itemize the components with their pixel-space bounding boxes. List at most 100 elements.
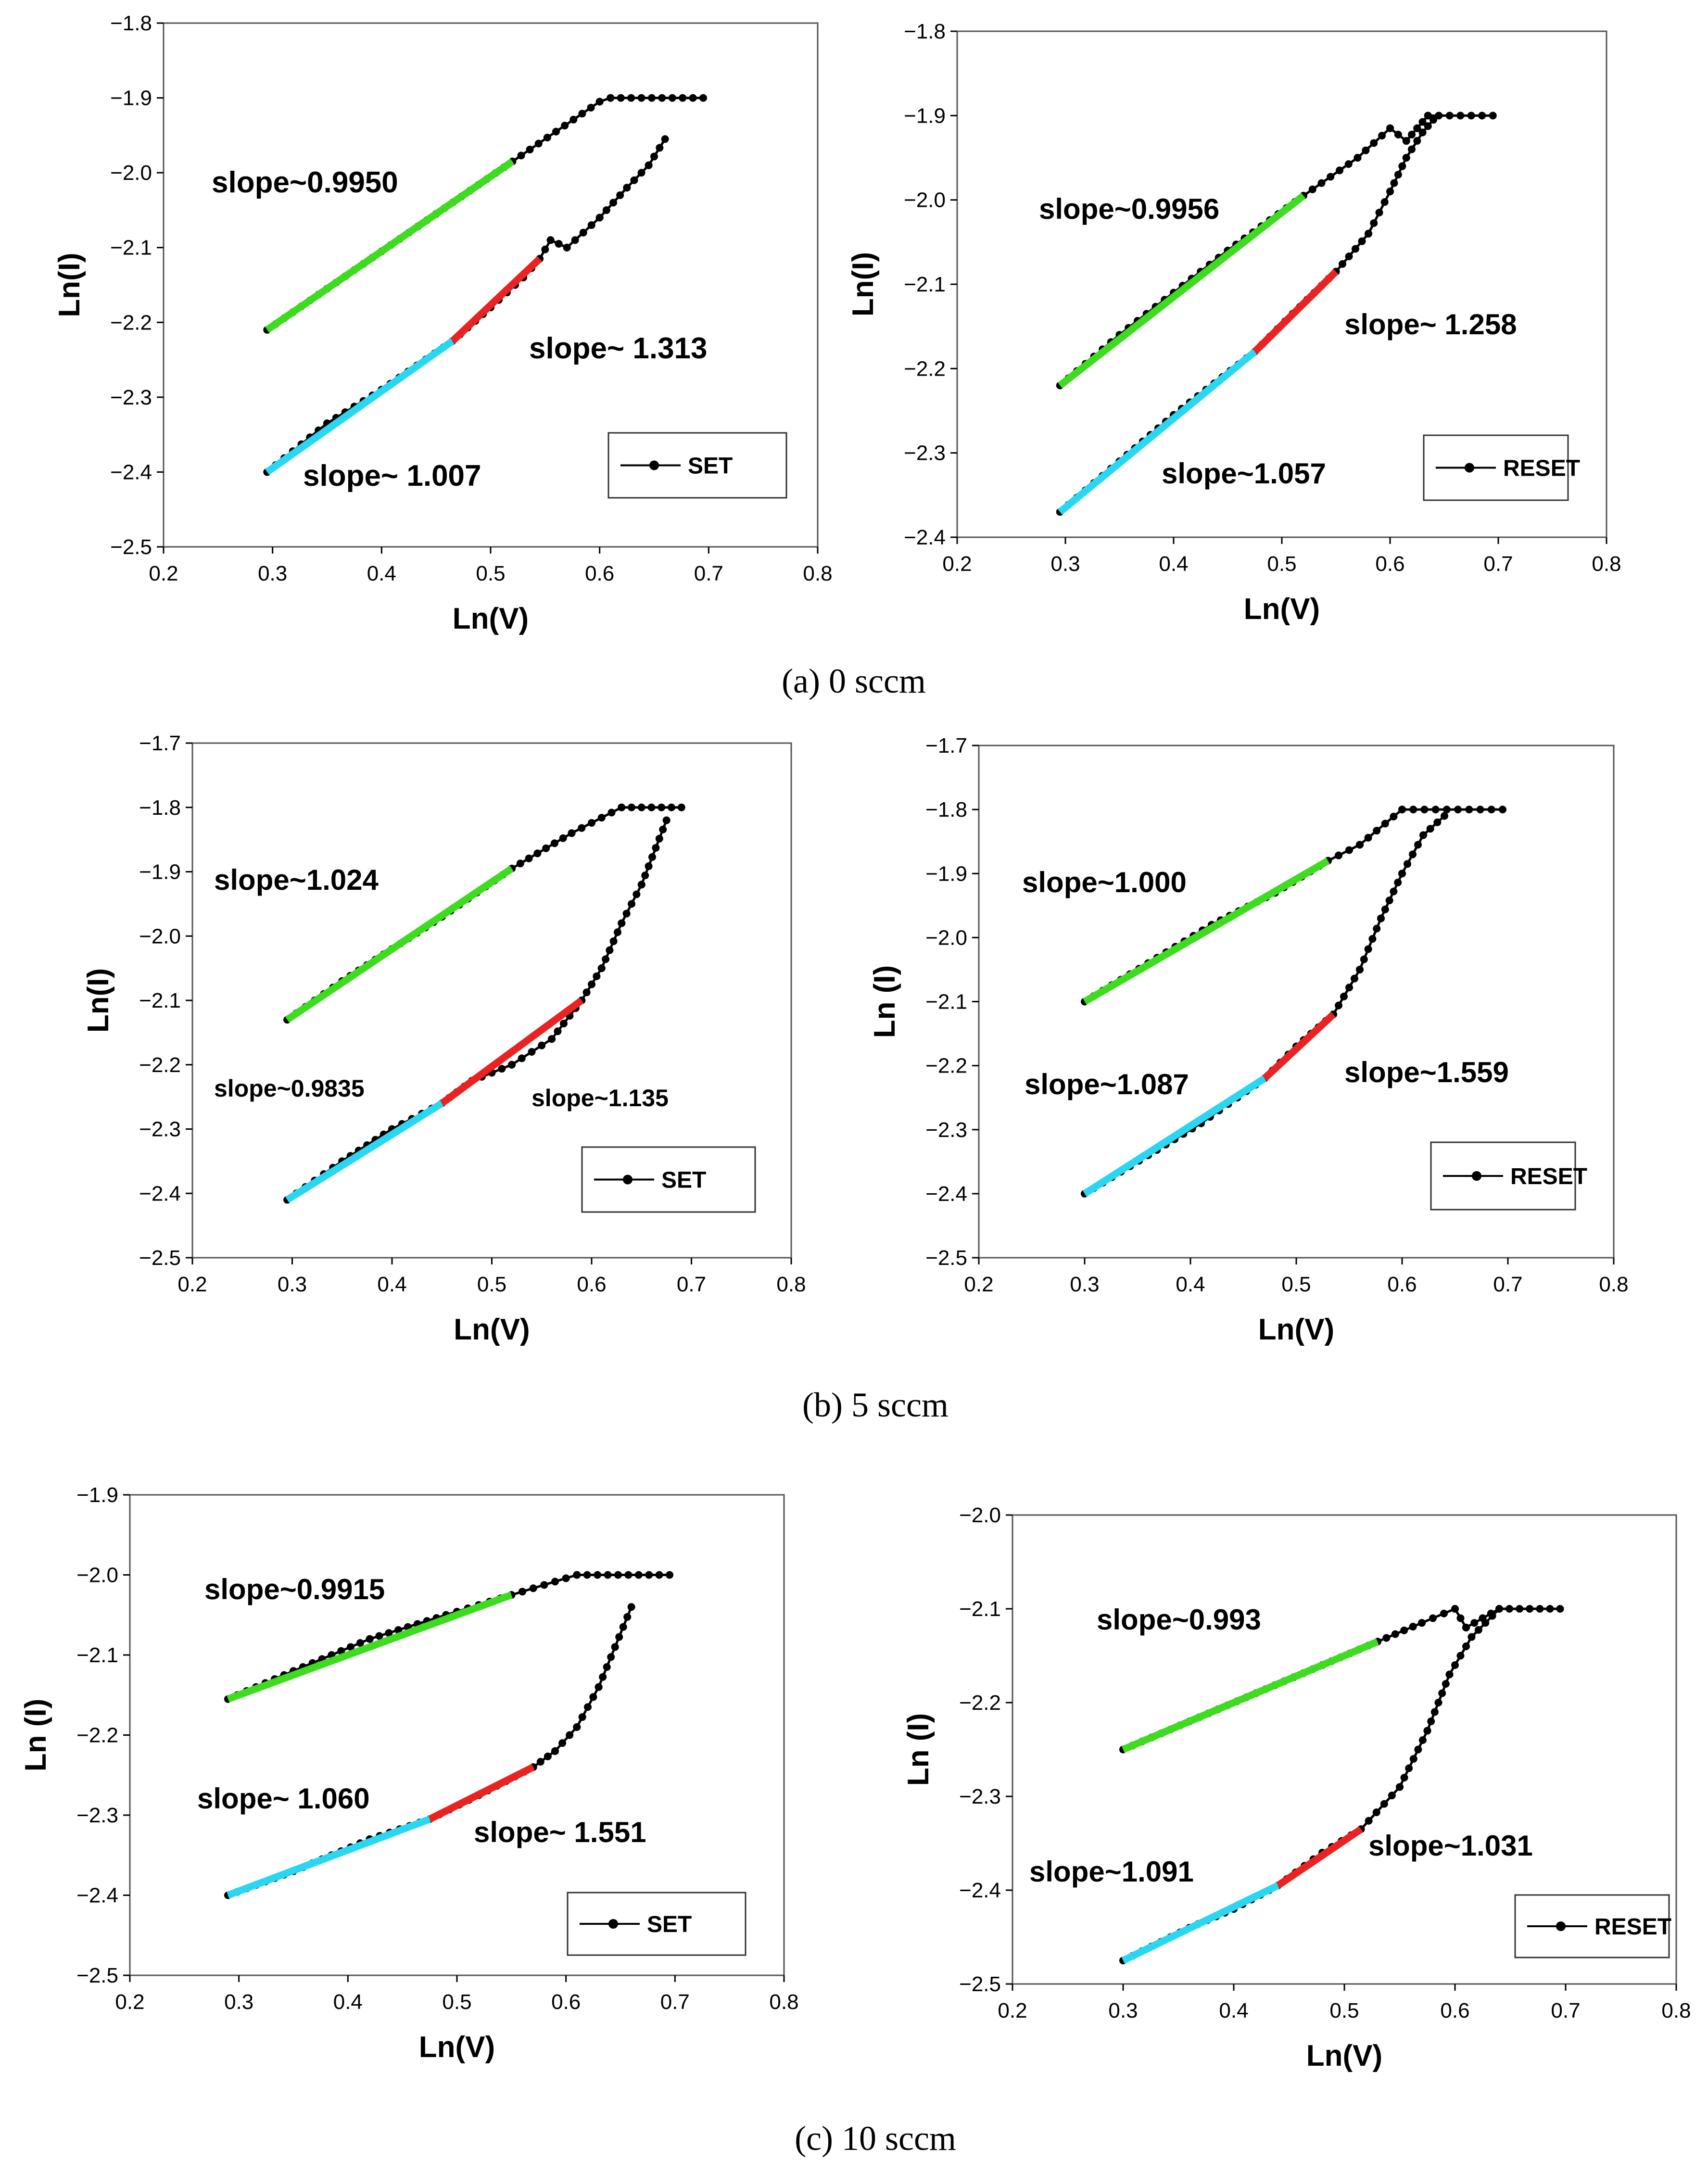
data-point <box>677 803 685 811</box>
data-point <box>1419 831 1427 839</box>
legend-label: RESET <box>1503 456 1580 481</box>
data-point <box>1409 1623 1417 1631</box>
data-point <box>597 964 606 973</box>
y-tick-label: −1.9 <box>904 104 946 127</box>
x-tick-label: 0.2 <box>998 1999 1027 2022</box>
data-point <box>595 1683 603 1691</box>
data-point <box>555 240 563 248</box>
x-axis-title: Ln(V) <box>1244 593 1320 626</box>
data-point <box>627 1603 635 1611</box>
y-tick-label: −1.9 <box>925 862 967 885</box>
data-point <box>573 1723 581 1731</box>
data-point <box>647 94 656 102</box>
data-point <box>650 152 658 161</box>
data-point <box>1373 827 1381 835</box>
data-point <box>562 1574 570 1582</box>
chart-a-reset: 0.2 0.3 0.4 0.5 0.6 0.7 0.8 −1.8 −1.9 −2.0 −2.1 −2.… <box>847 20 1621 626</box>
data-point <box>385 1629 393 1637</box>
x-tick-label: 0.5 <box>477 1273 506 1296</box>
data-point <box>1408 145 1416 153</box>
fit-line-cyan <box>1057 349 1257 515</box>
data-point <box>1409 1755 1417 1763</box>
data-point <box>606 946 614 954</box>
data-point <box>641 872 649 880</box>
data-point <box>1370 219 1378 227</box>
series-line-upper <box>1084 808 1503 1003</box>
y-tick-label: −2.4 <box>925 1182 967 1206</box>
data-point <box>1368 935 1377 943</box>
data-point <box>1354 154 1362 162</box>
slope-label-red: slope~ 1.551 <box>474 1816 646 1848</box>
data-point <box>637 169 645 177</box>
y-tick-label: −1.8 <box>110 12 152 35</box>
caption-a: (a) 0 sccm <box>782 662 926 700</box>
legend: SET <box>567 1892 746 1956</box>
data-point <box>1385 897 1393 905</box>
data-point <box>554 1027 562 1036</box>
data-point <box>633 890 641 898</box>
data-point <box>1435 112 1443 120</box>
data-point <box>1394 171 1402 179</box>
x-tick-label: 0.6 <box>1387 1273 1417 1296</box>
data-point <box>588 819 595 827</box>
data-point <box>1351 974 1358 983</box>
data-point <box>1478 112 1486 120</box>
x-tick-label: 0.2 <box>942 552 972 576</box>
x-tick-label: 0.2 <box>115 1990 144 2014</box>
data-point <box>1536 1605 1544 1613</box>
data-point <box>579 228 587 237</box>
slope-label-red: slope~1.559 <box>1344 1056 1509 1088</box>
data-point <box>1430 116 1437 124</box>
y-tick-label: −2.5 <box>959 1972 1001 1996</box>
legend: RESET <box>1514 1894 1671 1958</box>
fit-line-green <box>1122 1638 1379 1753</box>
data-point <box>559 834 567 842</box>
data-point <box>1468 1633 1476 1641</box>
x-tick-label: 0.6 <box>551 1990 581 2014</box>
data-point <box>645 1571 653 1579</box>
y-tick-label: −1.9 <box>110 87 152 110</box>
slope-label-green: slope~1.000 <box>1022 866 1187 898</box>
data-point <box>645 161 653 169</box>
legend-label: RESET <box>1594 1914 1671 1940</box>
slope-label-green: slope~0.993 <box>1097 1604 1261 1636</box>
series-line-upper <box>1059 114 1493 387</box>
data-point <box>559 1020 568 1028</box>
data-point <box>1420 806 1429 814</box>
y-tick-label: −1.9 <box>76 1483 118 1507</box>
legend-marker <box>649 460 659 470</box>
x-axis-title: Ln(V) <box>454 1313 530 1346</box>
data-point <box>1414 841 1422 849</box>
fit-line-cyan <box>1121 1882 1280 1964</box>
data-point <box>593 972 601 980</box>
data-point <box>1364 834 1372 842</box>
chart-c-set: 0.2 0.3 0.4 0.5 0.6 0.7 0.8 −1.9 −2.0 −2.1 −2.2 −2.… <box>19 1483 799 2064</box>
data-point <box>551 1747 559 1755</box>
data-point <box>1362 146 1370 154</box>
slope-label-red: slope~ 1.258 <box>1344 308 1517 341</box>
data-point <box>1398 870 1406 878</box>
data-point <box>599 1673 607 1681</box>
data-point <box>583 1571 591 1579</box>
data-point <box>1499 806 1506 814</box>
slope-label-green: slope~0.9950 <box>212 166 398 199</box>
x-axis-title: Ln(V) <box>1306 2039 1382 2072</box>
y-axis-title: Ln (I) <box>19 1699 52 1772</box>
data-point <box>1456 1614 1465 1622</box>
y-tick-label: −1.8 <box>904 20 946 43</box>
y-axis-title: Ln(I) <box>82 968 115 1033</box>
data-point <box>1382 1634 1391 1642</box>
slope-label-cyan: slope~1.057 <box>1162 457 1326 490</box>
x-tick-label: 0.4 <box>377 1273 406 1296</box>
data-point <box>366 1635 374 1643</box>
y-tick-label: −2.1 <box>139 989 181 1012</box>
data-point <box>1381 820 1389 828</box>
data-point <box>526 145 534 153</box>
data-point <box>658 803 666 811</box>
data-point <box>1408 130 1416 139</box>
data-point <box>1396 1783 1404 1791</box>
data-point <box>1356 965 1364 973</box>
y-tick-label: −2.5 <box>925 1246 967 1270</box>
data-point <box>561 122 569 130</box>
data-point <box>1474 1626 1482 1634</box>
